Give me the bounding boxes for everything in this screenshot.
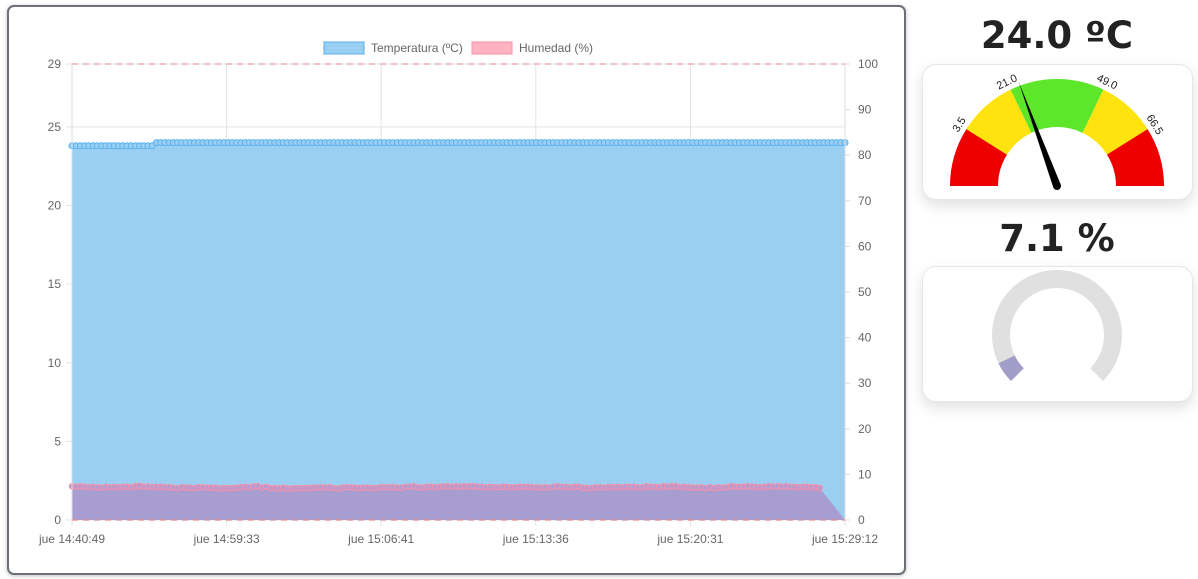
gauge-needle-hub — [1053, 182, 1061, 190]
x-tick-label: jue 15:06:41 — [347, 532, 414, 546]
y-left-tick-label: 5 — [54, 434, 61, 448]
legend: Temperatura (ºC) Humedad (%) — [323, 41, 593, 55]
legend-label: Temperatura (ºC) — [371, 41, 463, 55]
humidity-point — [816, 484, 823, 492]
x-tick-label: jue 15:29:12 — [811, 532, 878, 546]
y-left-tick-label: 15 — [48, 277, 62, 291]
y-left-tick-label: 20 — [48, 199, 62, 213]
y-right-tick-label: 30 — [858, 376, 872, 390]
humidity-gauge — [992, 270, 1122, 381]
gauge-band — [966, 89, 1032, 155]
temperature-area — [72, 142, 845, 520]
temperature-readout: 24.0 ºC — [980, 14, 1134, 57]
x-tick-label: jue 15:13:36 — [502, 532, 569, 546]
y-left-tick-label: 0 — [54, 513, 61, 527]
y-right-tick-label: 10 — [858, 467, 872, 481]
x-tick-label: jue 15:20:31 — [656, 532, 723, 546]
gauge-needle — [1018, 81, 1061, 188]
x-tick-label: jue 14:59:33 — [193, 532, 260, 546]
y-right-tick-label: 80 — [858, 148, 872, 162]
y-left-tick-label: 29 — [48, 57, 62, 71]
x-tick-label: jue 14:40:49 — [38, 532, 105, 546]
y-right-tick-label: 70 — [858, 194, 872, 208]
legend-swatch — [323, 41, 365, 55]
y-right-tick-label: 90 — [858, 103, 872, 117]
temperature-humidity-chart: 0 5 10 15 20 25 29 0 10 20 30 40 50 60 70 80 90 100 jue 14… — [38, 41, 878, 546]
y-right-tick-label: 50 — [858, 285, 872, 299]
temperature-gauge: 3.521.0 49.066.5 — [950, 72, 1165, 190]
y-left-tick-label: 25 — [48, 120, 62, 134]
y-right-tick-label: 0 — [858, 513, 865, 527]
y-right-tick-label: 60 — [858, 239, 872, 253]
gauge-band — [1106, 129, 1164, 186]
humidity-readout: 7.1 % — [999, 217, 1115, 260]
y-right-tick-label: 40 — [858, 331, 872, 345]
legend-swatch — [471, 41, 513, 55]
humidity-gauge-card — [922, 266, 1193, 402]
legend-label: Humedad (%) — [519, 41, 593, 55]
temperature-gauge-card: 3.5 21.0 49.0 66.5 — [922, 64, 1193, 200]
y-right-tick-label: 100 — [858, 57, 878, 71]
y-left-tick-label: 10 — [48, 356, 62, 370]
humidity-gauge-track — [992, 270, 1122, 381]
humidity-gauge-fill — [998, 355, 1025, 381]
gauge-band — [950, 129, 1008, 186]
y-right-tick-label: 20 — [858, 422, 872, 436]
gauge-band — [1082, 89, 1148, 155]
humidity-area — [72, 485, 845, 520]
chart-card: 0 5 10 15 20 25 29 0 10 20 30 40 50 60 70 80 90 100 jue 14… — [7, 5, 906, 575]
